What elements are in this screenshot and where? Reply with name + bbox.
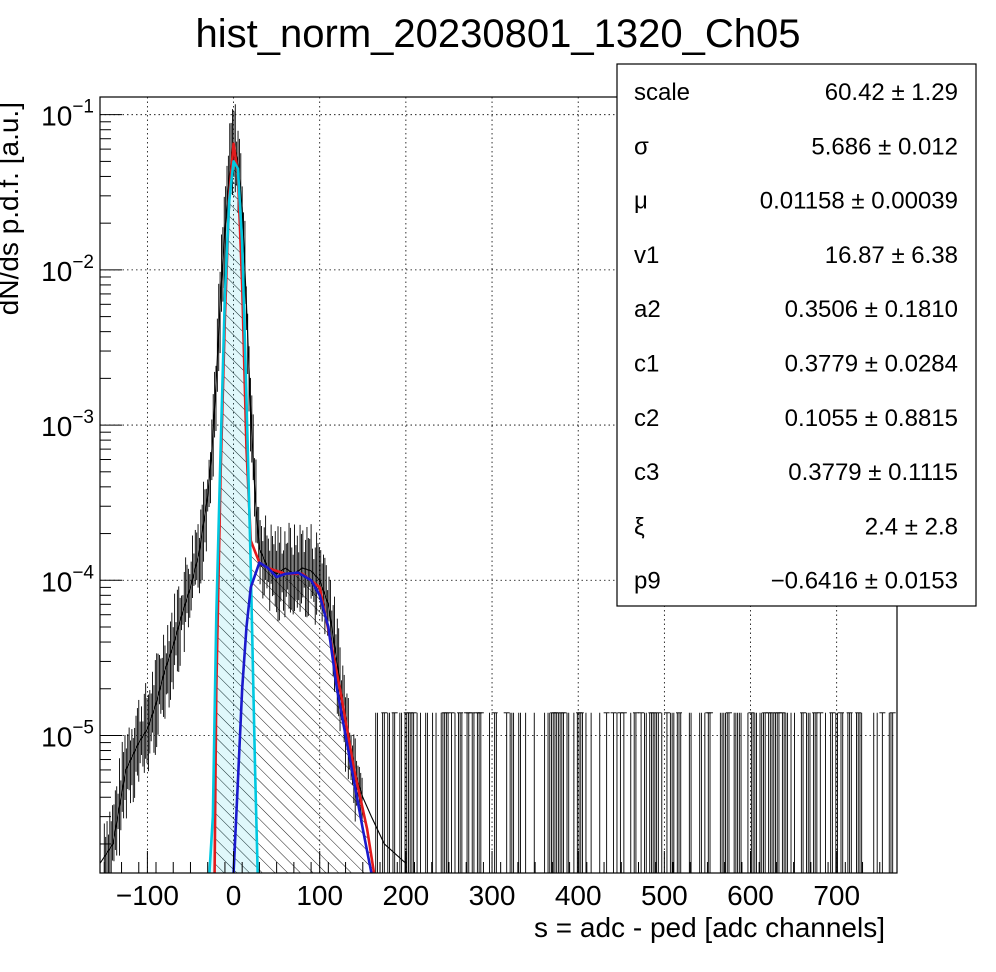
stat-value: 0.3779 ± 0.1115 xyxy=(788,459,958,486)
y-tick-label: 10−1 xyxy=(41,97,94,132)
x-tick-label: 500 xyxy=(641,880,688,911)
stat-value: 60.42 ± 1.29 xyxy=(825,79,958,106)
stats-box: scale 60.42 ± 1.29 σ 5.686 ± 0.012 μ 0.01158 … xyxy=(616,63,977,607)
stats-box-frame xyxy=(616,63,977,607)
x-tick-label: 700 xyxy=(813,880,860,911)
y-axis-label: dN/ds p.d.f. [a.u.] xyxy=(0,102,24,315)
x-tick-label: 400 xyxy=(555,880,602,911)
stat-value: 0.01158 ± 0.00039 xyxy=(760,188,958,215)
x-tick-label: 300 xyxy=(469,880,516,911)
x-tick-label: 600 xyxy=(727,880,774,911)
fit-curve-3 xyxy=(232,561,373,873)
stat-value: 0.3506 ± 0.1810 xyxy=(785,296,958,323)
y-tick-label: 10−5 xyxy=(41,717,94,752)
stat-value: 0.3779 ± 0.0284 xyxy=(785,351,958,378)
x-axis-label: s = adc - ped [adc channels] xyxy=(534,912,885,943)
stat-value: 5.686 ± 0.012 xyxy=(811,133,958,160)
x-axis: −100 0 100 200 300 400 500 600 700 xyxy=(103,851,881,911)
stat-name: ξ xyxy=(634,513,645,540)
plot-area xyxy=(100,104,896,873)
stat-name: σ xyxy=(634,133,649,160)
stat-name: c1 xyxy=(634,351,659,378)
stat-value: −0.6416 ± 0.0153 xyxy=(771,568,958,595)
stat-name: μ xyxy=(634,188,648,215)
stat-name: a2 xyxy=(634,296,661,323)
fit-curve-2 xyxy=(208,160,259,873)
stat-name: c3 xyxy=(634,459,659,486)
stat-name: p9 xyxy=(634,568,661,595)
y-axis: 10−1 10−2 10−3 10−4 10−5 xyxy=(41,97,122,845)
chart-title: hist_norm_20230801_1320_Ch05 xyxy=(196,12,801,56)
x-tick-label: 200 xyxy=(383,880,430,911)
x-tick-label: 100 xyxy=(296,880,343,911)
stat-name: c2 xyxy=(634,405,659,432)
stat-name: scale xyxy=(634,79,690,106)
stat-value: 2.4 ± 2.8 xyxy=(865,513,958,540)
x-tick-label: −100 xyxy=(116,880,179,911)
y-tick-label: 10−4 xyxy=(41,562,94,597)
stat-value: 0.1055 ± 0.8815 xyxy=(785,405,958,432)
stat-value: 16.87 ± 6.38 xyxy=(825,242,958,269)
stat-name: v1 xyxy=(634,242,659,269)
y-tick-label: 10−2 xyxy=(41,252,94,287)
y-tick-label: 10−3 xyxy=(41,407,94,442)
x-tick-label: 0 xyxy=(226,880,242,911)
cyan-fill xyxy=(209,161,258,873)
